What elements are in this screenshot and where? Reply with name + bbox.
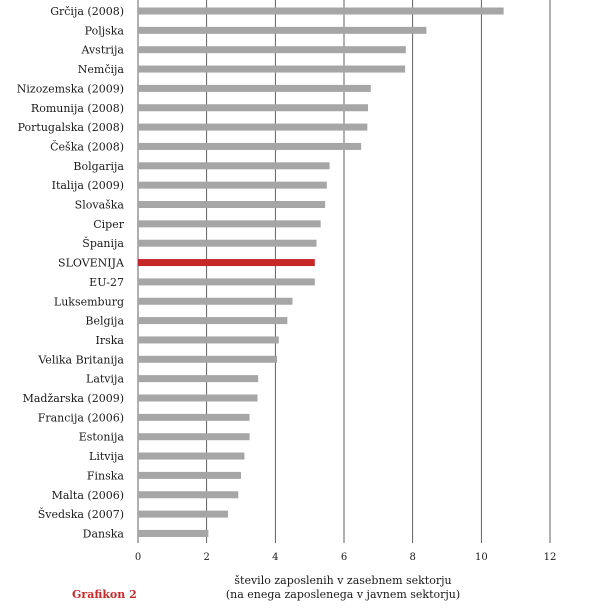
bar bbox=[138, 26, 427, 34]
bar bbox=[138, 65, 406, 73]
category-label: Latvija bbox=[86, 373, 124, 386]
category-label: Nemčija bbox=[78, 63, 125, 76]
category-labels: Grčija (2008) Poljska Avstrija Nemčija Nizoz… bbox=[17, 5, 125, 540]
bar bbox=[138, 239, 317, 247]
bar bbox=[138, 142, 362, 150]
x-tick-label: 4 bbox=[272, 552, 278, 563]
category-label: Španija bbox=[82, 236, 124, 250]
bar bbox=[138, 510, 228, 518]
bar bbox=[138, 104, 369, 112]
category-label: Portugalska (2008) bbox=[18, 121, 124, 134]
bars bbox=[138, 7, 504, 537]
category-label: Estonija bbox=[79, 431, 125, 444]
category-label: Slovaška bbox=[75, 199, 125, 212]
x-tick-label: 12 bbox=[544, 552, 557, 563]
category-label: EU-27 bbox=[89, 276, 124, 289]
bar bbox=[138, 317, 288, 325]
category-label: Velika Britanija bbox=[37, 353, 124, 366]
bar bbox=[138, 278, 315, 286]
bar bbox=[138, 375, 259, 383]
category-label: Danska bbox=[83, 527, 125, 540]
bar bbox=[138, 220, 321, 228]
x-axis-label-line-2: (na enega zaposlenega v javnem sektorju) bbox=[226, 588, 460, 601]
bar bbox=[138, 471, 241, 479]
category-label: Poljska bbox=[85, 24, 125, 37]
category-label: Belgija bbox=[85, 315, 124, 328]
bar bbox=[138, 491, 239, 499]
x-tick-label: 6 bbox=[341, 552, 347, 563]
x-tick-label: 8 bbox=[409, 552, 415, 563]
bar-highlight bbox=[138, 259, 315, 267]
x-tick-label: 10 bbox=[475, 552, 488, 563]
x-tick-label: 0 bbox=[135, 552, 141, 563]
bar bbox=[138, 201, 326, 208]
category-label: Švedska (2007) bbox=[38, 507, 124, 521]
bar bbox=[138, 452, 245, 460]
bar bbox=[138, 529, 209, 537]
category-label: SLOVENIJA bbox=[58, 257, 125, 270]
bar bbox=[138, 84, 371, 92]
bar bbox=[138, 433, 250, 441]
category-label: Francija (2006) bbox=[38, 411, 124, 424]
category-label: Italija (2009) bbox=[52, 179, 124, 192]
bar bbox=[138, 413, 250, 421]
category-label: Litvija bbox=[89, 450, 124, 463]
bar bbox=[138, 336, 279, 344]
category-label: Romunija (2008) bbox=[31, 102, 124, 115]
category-label: Finska bbox=[87, 469, 125, 482]
x-tick-label: 2 bbox=[203, 552, 209, 563]
category-label: Luksemburg bbox=[54, 295, 124, 308]
category-label: Grčija (2008) bbox=[50, 5, 124, 18]
bar bbox=[138, 46, 406, 54]
grid-lines bbox=[137, 0, 551, 543]
bar bbox=[138, 7, 504, 15]
x-axis-label-line-1: število zaposlenih v zasebnem sektorju bbox=[234, 574, 451, 587]
bar bbox=[138, 297, 293, 305]
bar bbox=[138, 394, 258, 402]
bar bbox=[138, 162, 330, 170]
bar bbox=[138, 123, 368, 131]
chart-caption: Grafikon 2 bbox=[72, 588, 137, 601]
x-axis-ticks: 0 2 4 6 8 10 12 bbox=[135, 552, 557, 563]
category-label: Ciper bbox=[93, 218, 124, 231]
category-label: Avstrija bbox=[80, 44, 124, 57]
category-label: Češka (2008) bbox=[50, 139, 124, 153]
category-label: Irska bbox=[96, 334, 125, 347]
category-label: Bolgarija bbox=[73, 160, 124, 173]
category-label: Nizozemska (2009) bbox=[17, 82, 124, 95]
bar bbox=[138, 181, 327, 189]
category-label: Madžarska (2009) bbox=[23, 392, 124, 405]
category-label: Malta (2006) bbox=[52, 489, 124, 502]
bar bbox=[138, 355, 278, 363]
